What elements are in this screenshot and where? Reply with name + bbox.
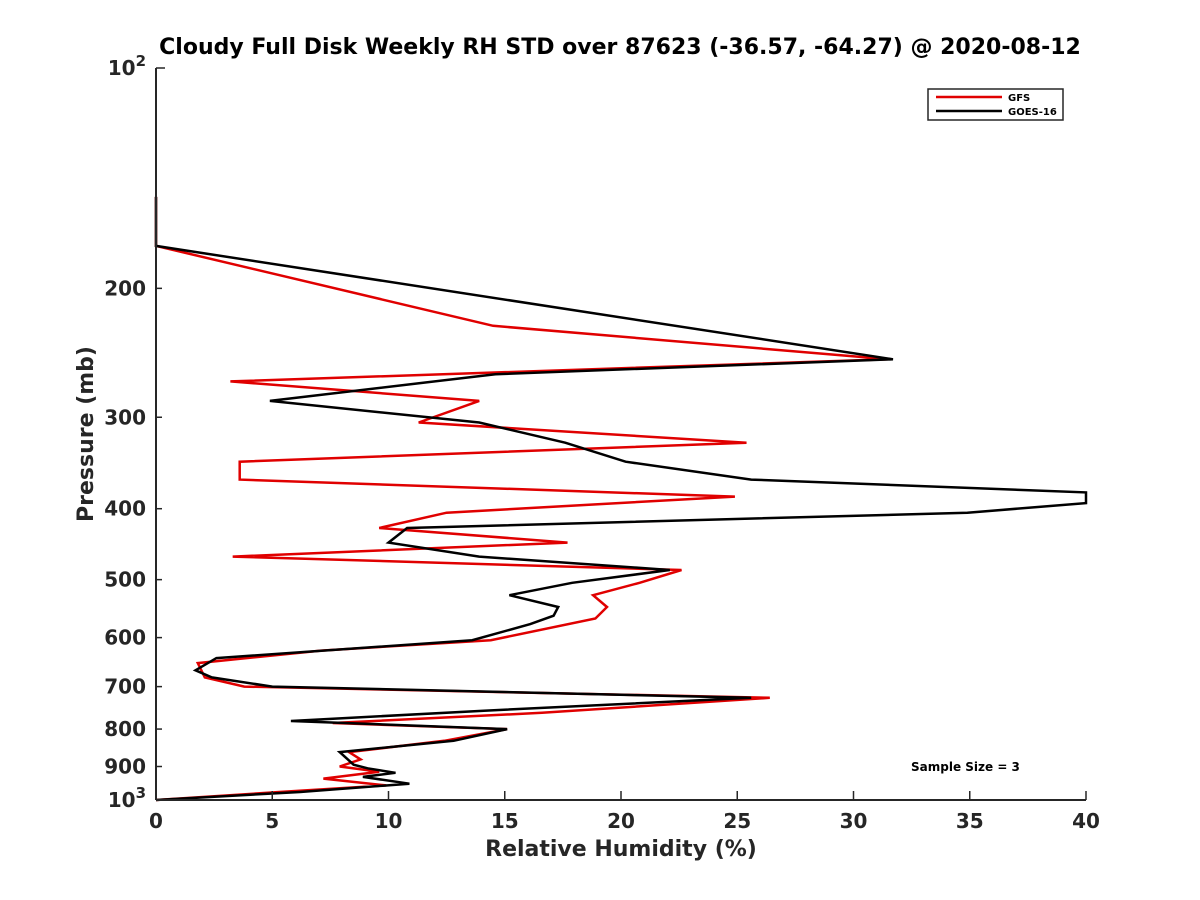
x-tick-label: 5 [265,809,279,833]
x-tick-label: 25 [723,809,751,833]
y-tick-label: 900 [104,755,146,779]
x-tick-label: 10 [375,809,403,833]
series-layer [154,196,1088,802]
legend-label-goes16: GOES-16 [1008,107,1057,118]
x-ticks: 0 5 10 15 20 25 30 35 40 [149,791,1100,833]
legend-box [927,88,1064,121]
x-tick-label: 30 [840,809,868,833]
y-tick-label: 300 [104,405,146,429]
legend: GFS GOES-16 [927,88,1064,121]
y-tick-label: 500 [104,568,146,592]
series-line-goes16 [154,196,1088,802]
x-tick-label: 35 [956,809,984,833]
x-axis-label: Relative Humidity (%) [485,837,757,862]
y-axis-label: Pressure (mb) [74,346,99,522]
y-tick-label: 102 [108,52,146,80]
x-tick-label: 20 [607,809,635,833]
x-tick-label: 15 [491,809,519,833]
y-tick-label: 800 [104,717,146,741]
x-tick-label: 40 [1072,809,1100,833]
y-ticks: 102 200 300 400 500 600 700 800 900 103 [104,52,165,812]
x-tick-label: 0 [149,809,163,833]
chart-title: Cloudy Full Disk Weekly RH STD over 8762… [159,35,1081,60]
legend-label-gfs: GFS [1008,93,1030,104]
y-tick-label: 103 [108,784,146,812]
y-tick-label: 400 [104,497,146,521]
sample-size-annotation: Sample Size = 3 [911,760,1020,774]
y-tick-label: 700 [104,675,146,699]
y-tick-label: 200 [104,276,146,300]
series-line-gfs [154,196,889,802]
y-tick-label: 600 [104,626,146,650]
